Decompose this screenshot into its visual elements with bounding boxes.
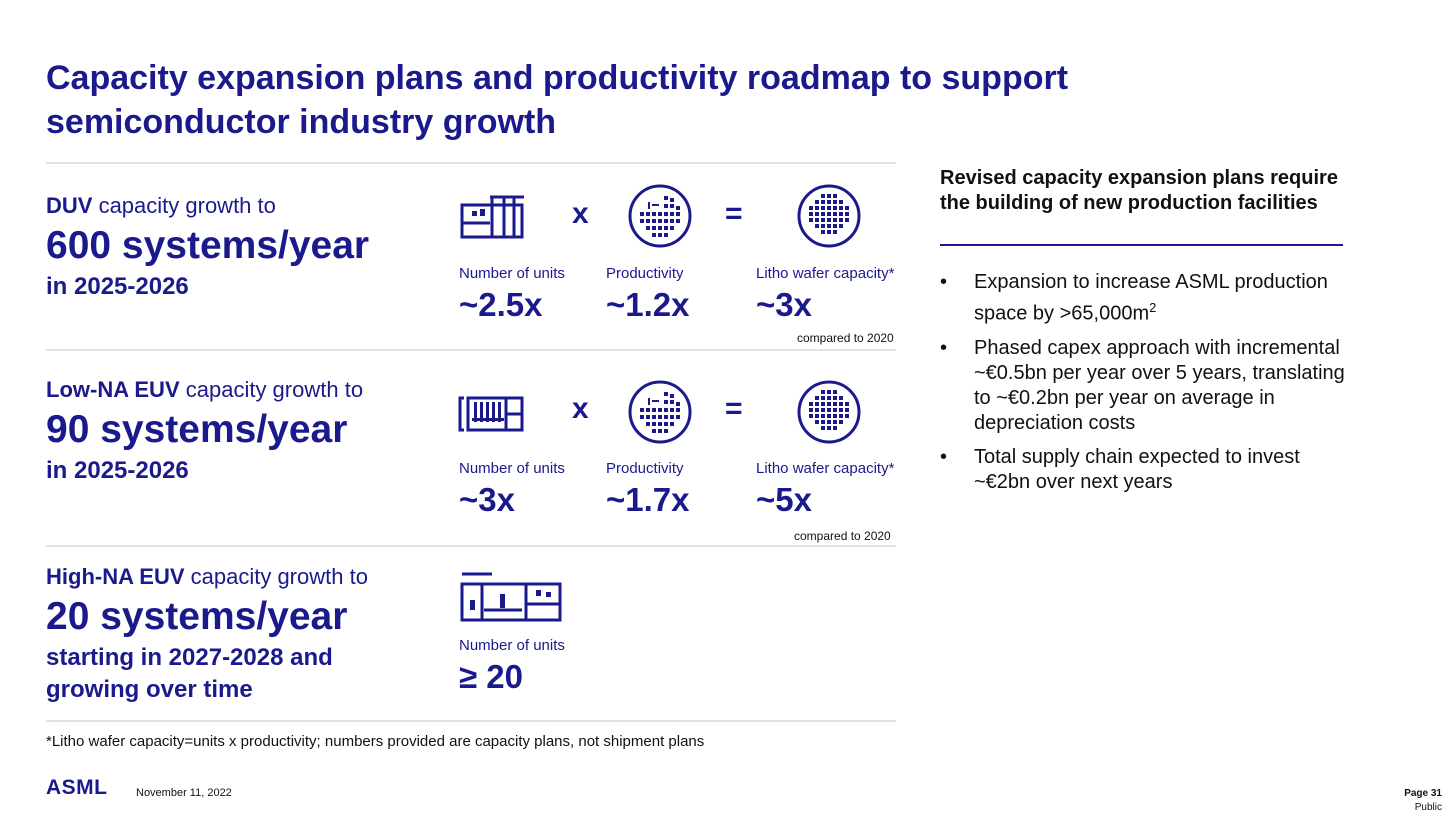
divider <box>46 545 896 547</box>
wafer-full-icon <box>797 380 861 444</box>
wafer-icon <box>628 184 692 248</box>
page-info: Page 31 Public <box>1404 787 1442 815</box>
capacity-value: ~3x <box>756 286 812 323</box>
compared-note: compared to 2020 <box>797 331 894 345</box>
page-number: Page 31 <box>1404 788 1442 799</box>
divider <box>46 162 896 164</box>
equals-operator: = <box>725 392 743 425</box>
productivity-label: Productivity <box>606 265 684 282</box>
units-value: ~3x <box>459 481 515 518</box>
list-item: • Phased capex approach with incremental … <box>940 336 1345 434</box>
asml-logo: ASML <box>46 776 108 799</box>
divider <box>46 349 896 351</box>
units-label: Number of units <box>459 637 565 654</box>
section-lowna-period: in 2025-2026 <box>46 457 189 484</box>
section-duv-period: in 2025-2026 <box>46 273 189 300</box>
multiply-operator: x <box>572 392 589 425</box>
right-heading: Revised capacity expansion plans require… <box>940 167 1338 214</box>
page-title: Capacity expansion plans and productivit… <box>46 59 1069 141</box>
wafer-full-icon <box>797 184 861 248</box>
capacity-label: Litho wafer capacity* <box>756 460 895 477</box>
equals-operator: = <box>725 197 743 230</box>
footnote: *Litho wafer capacity=units x productivi… <box>46 733 705 750</box>
superscript: 2 <box>1149 300 1157 315</box>
list-item: • Expansion to increase ASML production s… <box>940 271 1328 325</box>
capacity-value: ~5x <box>756 481 812 518</box>
right-heading-underline <box>940 244 1343 246</box>
units-value: ~2.5x <box>459 286 543 323</box>
list-item: • Total supply chain expected to invest ~… <box>940 445 1300 493</box>
divider <box>46 720 896 722</box>
productivity-value: ~1.7x <box>606 481 690 518</box>
bullet-mark: • <box>940 445 948 468</box>
highna-factory-icon <box>460 572 562 622</box>
euv-factory-icon <box>458 396 524 432</box>
wafer-icon <box>628 380 692 444</box>
bullet-mark: • <box>940 271 948 293</box>
classification: Public <box>1414 802 1442 813</box>
units-label: Number of units <box>459 265 565 282</box>
units-value: ≥ 20 <box>459 658 523 695</box>
compared-note: compared to 2020 <box>794 529 891 543</box>
bullet-list: • Expansion to increase ASML production s… <box>940 270 1360 504</box>
factory-icon <box>460 195 524 239</box>
section-highna-target: 20 systems/year <box>46 595 348 638</box>
capacity-label: Litho wafer capacity* <box>756 265 895 282</box>
section-lowna-target: 90 systems/year <box>46 408 348 451</box>
productivity-value: ~1.2x <box>606 286 690 323</box>
units-label: Number of units <box>459 460 565 477</box>
section-lowna-heading: Low-NA EUV capacity growth to <box>46 377 364 402</box>
multiply-operator: x <box>572 197 589 230</box>
section-highna-period: starting in 2027-2028 and growing over t… <box>46 644 333 703</box>
section-duv-heading: DUV capacity growth to <box>46 193 276 218</box>
productivity-label: Productivity <box>606 460 684 477</box>
footer-date: November 11, 2022 <box>136 787 232 799</box>
section-highna-heading: High-NA EUV capacity growth to <box>46 564 368 589</box>
bullet-mark: • <box>940 336 948 359</box>
section-duv-target: 600 systems/year <box>46 224 370 267</box>
